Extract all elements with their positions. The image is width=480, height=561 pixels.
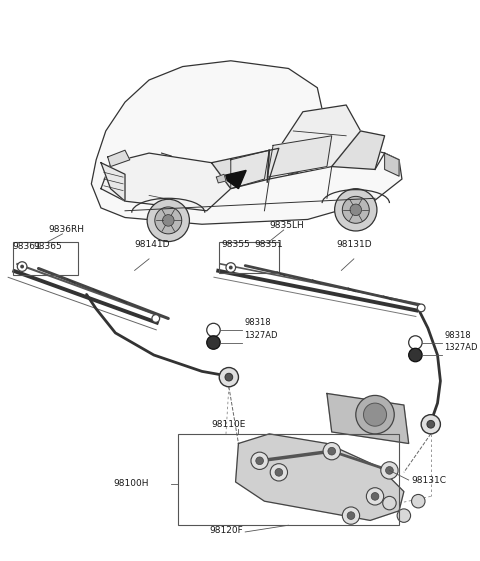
Text: 98110E: 98110E — [212, 420, 246, 429]
Circle shape — [427, 420, 434, 428]
Polygon shape — [332, 131, 384, 169]
Text: 9835LH: 9835LH — [269, 221, 304, 230]
Bar — [178, 434, 399, 525]
Circle shape — [408, 336, 422, 350]
Circle shape — [397, 509, 410, 522]
Circle shape — [383, 496, 396, 510]
Text: 98141D: 98141D — [134, 240, 170, 249]
Circle shape — [371, 493, 379, 500]
Circle shape — [417, 304, 425, 312]
Circle shape — [335, 188, 377, 231]
Circle shape — [225, 373, 233, 381]
Circle shape — [342, 196, 369, 223]
Circle shape — [256, 457, 264, 465]
Circle shape — [17, 262, 27, 272]
Text: 1327AD: 1327AD — [244, 330, 278, 339]
Bar — [219, 242, 279, 273]
Circle shape — [270, 464, 288, 481]
Circle shape — [356, 396, 394, 434]
Text: 98318: 98318 — [244, 318, 271, 327]
Circle shape — [363, 403, 386, 426]
Text: 98351: 98351 — [255, 240, 284, 249]
Text: 1327AD: 1327AD — [444, 343, 478, 352]
Circle shape — [421, 415, 441, 434]
Circle shape — [342, 507, 360, 525]
Circle shape — [147, 199, 190, 242]
Circle shape — [152, 315, 160, 323]
Circle shape — [251, 452, 268, 470]
Circle shape — [381, 462, 398, 479]
Text: 98100H: 98100H — [113, 480, 149, 489]
Circle shape — [385, 467, 393, 474]
Polygon shape — [216, 174, 226, 183]
Polygon shape — [91, 61, 402, 224]
Polygon shape — [212, 148, 279, 188]
Polygon shape — [267, 136, 332, 177]
Polygon shape — [327, 393, 408, 444]
Polygon shape — [101, 153, 231, 211]
Polygon shape — [384, 153, 399, 176]
Circle shape — [275, 468, 283, 476]
Text: 9836RH: 9836RH — [48, 225, 84, 234]
Circle shape — [408, 348, 422, 362]
Text: 98365: 98365 — [34, 242, 62, 251]
Text: 98355: 98355 — [221, 240, 250, 249]
Circle shape — [20, 265, 24, 269]
Circle shape — [366, 488, 384, 505]
Polygon shape — [221, 171, 246, 188]
Circle shape — [229, 265, 233, 269]
Text: 98361: 98361 — [12, 242, 41, 251]
Circle shape — [163, 215, 174, 226]
Circle shape — [347, 512, 355, 519]
Circle shape — [207, 336, 220, 350]
Polygon shape — [269, 105, 360, 179]
Circle shape — [323, 443, 340, 460]
Polygon shape — [231, 150, 269, 188]
Polygon shape — [108, 150, 130, 167]
Circle shape — [155, 207, 182, 234]
Circle shape — [219, 367, 239, 387]
Circle shape — [411, 494, 425, 508]
Polygon shape — [101, 163, 125, 201]
Bar — [12, 242, 78, 275]
Text: 98318: 98318 — [444, 330, 471, 339]
Circle shape — [207, 323, 220, 337]
Circle shape — [328, 447, 336, 455]
Text: 98120F: 98120F — [210, 526, 243, 535]
Circle shape — [350, 204, 361, 215]
Text: 98131D: 98131D — [336, 240, 372, 249]
Circle shape — [226, 263, 236, 272]
Polygon shape — [236, 434, 404, 521]
Text: 98131C: 98131C — [411, 476, 446, 485]
